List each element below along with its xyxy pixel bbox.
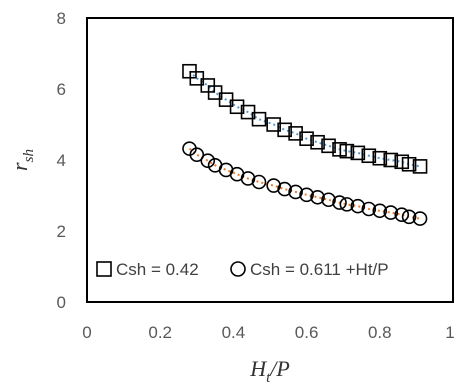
data-point-circle	[372, 203, 388, 219]
data-point-circle	[412, 211, 428, 226]
x-axis-title-subscript: t	[266, 370, 271, 386]
data-point-square	[361, 148, 377, 164]
x-tick-label: 1	[445, 323, 454, 342]
data-point-square	[350, 145, 366, 161]
data-point-square	[372, 150, 388, 166]
data-point-circle	[251, 174, 267, 190]
x-tick-label: 0.2	[148, 323, 172, 342]
y-tick-label: 2	[57, 222, 66, 241]
data-point-circle	[299, 187, 314, 203]
legend-square-marker	[96, 261, 112, 277]
data-point-square	[229, 99, 245, 115]
y-tick-label: 4	[57, 151, 66, 170]
y-axis-title: rsh	[7, 149, 37, 171]
data-point-circle	[361, 201, 377, 217]
data-point-square	[394, 154, 410, 170]
plot-area	[86, 17, 454, 303]
y-axis-tick-labels: 0 2 4 6 8	[57, 9, 66, 312]
data-point-circle	[383, 205, 399, 220]
x-axis-title-rest: /P	[268, 356, 290, 381]
data-point-circle	[401, 209, 417, 225]
y-axis-title-subscript: sh	[21, 149, 37, 162]
data-point-circle	[394, 207, 410, 222]
data-point-circle	[310, 189, 325, 205]
x-axis-title: Ht/P	[249, 356, 290, 386]
legend-label-series-2: Csh = 0.611 +Ht/P	[250, 260, 389, 279]
data-point-square	[277, 122, 292, 138]
data-point-square	[288, 126, 303, 141]
data-point-square	[321, 138, 336, 154]
data-point-square	[251, 111, 267, 127]
legend-label-series-1: Csh = 0.42	[116, 260, 199, 279]
data-series	[182, 63, 428, 226]
data-point-square	[339, 143, 355, 159]
data-point-square	[412, 159, 428, 174]
x-tick-label: 0.4	[222, 323, 246, 342]
data-point-circle	[339, 197, 355, 212]
legend: Csh = 0.42 Csh = 0.611 +Ht/P	[96, 260, 389, 279]
data-point-square	[310, 134, 325, 150]
series-2	[182, 141, 428, 226]
trendline-series-2	[188, 147, 421, 220]
legend-circle-marker	[230, 261, 246, 277]
data-point-circle	[189, 147, 205, 162]
data-point-circle	[332, 195, 347, 210]
y-tick-label: 0	[57, 293, 66, 312]
x-axis-title-main: H	[249, 356, 267, 381]
data-point-circle	[200, 153, 216, 169]
x-tick-label: 0	[82, 323, 91, 342]
y-axis-title-main: r	[7, 162, 32, 171]
data-point-circle	[321, 192, 336, 208]
data-point-square	[401, 156, 417, 172]
data-point-square	[266, 117, 281, 132]
x-tick-label: 0.8	[368, 323, 392, 342]
data-point-square	[332, 142, 347, 157]
data-point-square	[299, 131, 314, 146]
y-tick-label: 8	[57, 9, 66, 28]
x-tick-label: 0.6	[295, 323, 319, 342]
data-point-square	[383, 152, 399, 168]
y-tick-label: 6	[57, 80, 66, 99]
data-point-circle	[288, 184, 303, 200]
data-point-circle	[350, 198, 366, 214]
data-point-circle	[277, 181, 292, 197]
trendline-series-1	[188, 70, 421, 168]
series-1	[182, 63, 428, 174]
x-axis-tick-labels: 0 0.2 0.4 0.6 0.8 1	[82, 323, 454, 342]
